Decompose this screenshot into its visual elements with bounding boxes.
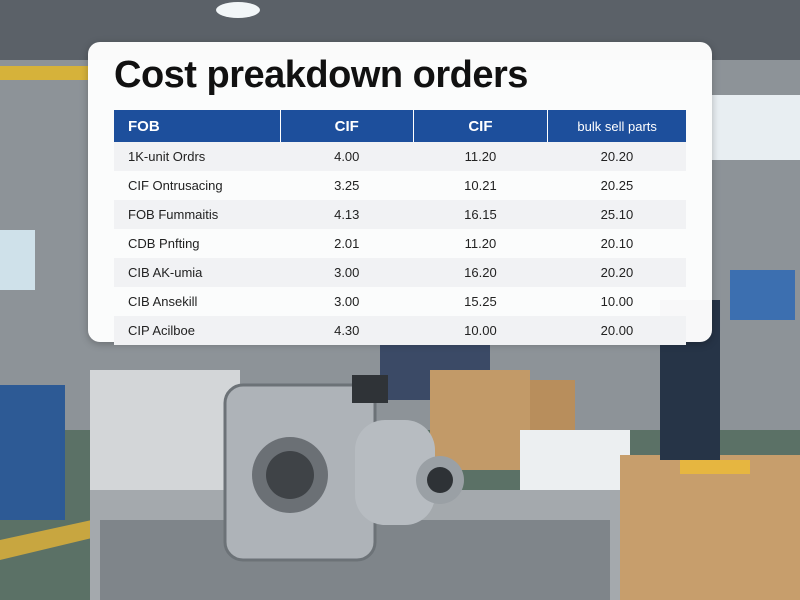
cell-value: 20.00 xyxy=(547,316,686,345)
table-body: 1K-unit Ordrs 4.00 11.20 20.20 CIF Ontrusaci… xyxy=(114,142,686,345)
table-row: FOB Fummaitis 4.13 16.15 25.10 xyxy=(114,200,686,229)
card-title: Cost preakdown orders xyxy=(114,54,528,96)
cell-value: 10.00 xyxy=(600,294,634,309)
row-label: 1K-unit Ordrs xyxy=(114,142,281,171)
cell-value: 3.25 xyxy=(334,178,360,193)
cell-value: 4.00 xyxy=(280,142,414,171)
table-row: CIB AK-umia 3.00 16.20 20.20 xyxy=(114,258,686,287)
cell-value: 20.10 xyxy=(600,236,634,251)
table-row: CIB Ansekill 3.00 15.25 10.00 xyxy=(114,287,686,316)
row-label: FOB Fummaitis xyxy=(114,200,281,229)
cell-value: 3.00 xyxy=(280,258,414,287)
cell-value: 10.00 xyxy=(413,316,548,345)
column-header: CIF xyxy=(413,110,549,142)
column-header: FOB xyxy=(114,110,281,142)
cost-card: Cost preakdown orders FOB CIF CIF bulk sell… xyxy=(88,42,712,345)
cell-value: 20.20 xyxy=(547,258,686,287)
row-label: CDB Pnfting xyxy=(128,236,200,251)
cell-value: 11.20 xyxy=(464,236,497,251)
header-row: FOB CIF CIF bulk sell parts xyxy=(114,110,686,142)
cell-value: 11.20 xyxy=(413,142,548,171)
cell-value: 4.30 xyxy=(280,316,414,345)
cell-value: 20.20 xyxy=(547,142,686,171)
row-label: CIB AK-umia xyxy=(114,258,281,287)
table-row: CIF Ontrusacing 3.25 10.21 20.25 xyxy=(114,171,686,200)
cell-value: 25.10 xyxy=(547,200,686,229)
cell-value: 3.00 xyxy=(334,294,360,309)
cell-value: 16.15 xyxy=(413,200,548,229)
cell-value: 20.25 xyxy=(600,178,634,193)
cost-table: FOB CIF CIF bulk sell parts 1K-unit Ordrs 4.… xyxy=(114,110,686,345)
cell-value: 16.20 xyxy=(413,258,548,287)
cell-value: 10.21 xyxy=(464,178,497,193)
row-label: CIP Acilboe xyxy=(114,316,281,345)
column-header: bulk sell parts xyxy=(547,110,686,142)
table-row: CDB Pnfting 2.01 11.20 20.10 xyxy=(114,229,686,258)
cell-value: 2.01 xyxy=(334,236,360,251)
table-row: CIP Acilboe 4.30 10.00 20.00 xyxy=(114,316,686,345)
table-row: 1K-unit Ordrs 4.00 11.20 20.20 xyxy=(114,142,686,171)
cell-value: 15.25 xyxy=(464,294,497,309)
column-header: CIF xyxy=(280,110,414,142)
row-label: CIB Ansekill xyxy=(128,294,198,309)
row-label: CIF Ontrusacing xyxy=(128,178,223,193)
cell-value: 4.13 xyxy=(280,200,414,229)
